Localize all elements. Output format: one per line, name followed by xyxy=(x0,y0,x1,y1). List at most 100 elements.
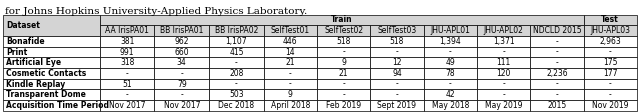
Bar xyxy=(477,89,530,100)
Text: Sept 2019: Sept 2019 xyxy=(378,101,417,110)
Text: Cosmetic Contacts: Cosmetic Contacts xyxy=(6,69,86,78)
Bar xyxy=(3,68,100,79)
Bar xyxy=(424,68,477,79)
Text: 49: 49 xyxy=(445,58,455,67)
Text: BB IrisPA01: BB IrisPA01 xyxy=(160,26,204,35)
Text: May 2018: May 2018 xyxy=(431,101,469,110)
Text: -: - xyxy=(125,90,129,99)
Bar xyxy=(264,100,317,111)
Text: Dec 2018: Dec 2018 xyxy=(218,101,255,110)
Text: Transparent Dome: Transparent Dome xyxy=(6,90,86,99)
Text: 78: 78 xyxy=(445,69,455,78)
Text: 318: 318 xyxy=(120,58,134,67)
Bar xyxy=(530,36,584,47)
Text: Bonafide: Bonafide xyxy=(6,37,44,46)
Bar xyxy=(424,47,477,57)
Bar xyxy=(3,89,100,100)
Text: -: - xyxy=(609,80,612,89)
Bar xyxy=(477,36,530,47)
Bar xyxy=(317,89,371,100)
Bar xyxy=(209,79,264,89)
Text: Print: Print xyxy=(6,47,27,57)
Text: Acquisition Time Period: Acquisition Time Period xyxy=(6,101,109,110)
Bar xyxy=(100,25,154,36)
Bar xyxy=(584,100,637,111)
Bar xyxy=(371,36,424,47)
Bar xyxy=(154,25,209,36)
Bar xyxy=(584,36,637,47)
Bar xyxy=(264,89,317,100)
Bar xyxy=(154,100,209,111)
Bar xyxy=(584,15,637,25)
Bar xyxy=(477,68,530,79)
Text: -: - xyxy=(180,69,183,78)
Text: SelfTest02: SelfTest02 xyxy=(324,26,364,35)
Bar xyxy=(154,47,209,57)
Text: -: - xyxy=(449,80,452,89)
Text: 2,963: 2,963 xyxy=(599,37,621,46)
Text: -: - xyxy=(556,58,558,67)
Bar xyxy=(209,68,264,79)
Text: 2,236: 2,236 xyxy=(546,69,568,78)
Bar xyxy=(371,100,424,111)
Text: -: - xyxy=(502,90,505,99)
Bar xyxy=(154,57,209,68)
Bar xyxy=(584,89,637,100)
Bar xyxy=(584,47,637,57)
Text: -: - xyxy=(180,90,183,99)
Text: 1,107: 1,107 xyxy=(225,37,247,46)
Bar xyxy=(264,36,317,47)
Bar xyxy=(371,25,424,36)
Bar xyxy=(154,68,209,79)
Bar xyxy=(264,79,317,89)
Bar xyxy=(3,57,100,68)
Bar xyxy=(3,36,100,47)
Bar xyxy=(317,36,371,47)
Text: -: - xyxy=(449,47,452,57)
Text: 518: 518 xyxy=(390,37,404,46)
Text: 14: 14 xyxy=(285,47,295,57)
Bar xyxy=(424,25,477,36)
Text: 446: 446 xyxy=(283,37,298,46)
Bar xyxy=(584,25,637,36)
Text: -: - xyxy=(556,47,558,57)
Text: 518: 518 xyxy=(337,37,351,46)
Text: -: - xyxy=(396,47,398,57)
Bar xyxy=(530,100,584,111)
Text: JHU-APL03: JHU-APL03 xyxy=(590,26,630,35)
Bar xyxy=(371,89,424,100)
Text: -: - xyxy=(125,69,129,78)
Text: 2015: 2015 xyxy=(547,101,566,110)
Bar xyxy=(3,100,100,111)
Text: 1,371: 1,371 xyxy=(493,37,515,46)
Text: -: - xyxy=(502,47,505,57)
Bar xyxy=(100,100,154,111)
Text: 177: 177 xyxy=(603,69,618,78)
Bar xyxy=(154,36,209,47)
Text: 12: 12 xyxy=(392,58,402,67)
Bar xyxy=(530,68,584,79)
Text: -: - xyxy=(342,80,345,89)
Bar xyxy=(424,100,477,111)
Text: Train: Train xyxy=(331,15,353,24)
Text: Feb 2019: Feb 2019 xyxy=(326,101,361,110)
Text: 175: 175 xyxy=(603,58,618,67)
Text: Test: Test xyxy=(601,15,619,24)
Text: May 2019: May 2019 xyxy=(485,101,522,110)
Bar xyxy=(477,100,530,111)
Bar xyxy=(264,68,317,79)
Bar xyxy=(530,47,584,57)
Text: 415: 415 xyxy=(229,47,244,57)
Bar xyxy=(209,36,264,47)
Bar xyxy=(317,57,371,68)
Text: 1,394: 1,394 xyxy=(440,37,461,46)
Text: 9: 9 xyxy=(288,90,292,99)
Text: AA IrisPA01: AA IrisPA01 xyxy=(105,26,149,35)
Bar xyxy=(424,89,477,100)
Bar xyxy=(209,57,264,68)
Text: 111: 111 xyxy=(497,58,511,67)
Bar xyxy=(3,79,100,89)
Bar xyxy=(424,79,477,89)
Bar xyxy=(100,36,154,47)
Bar xyxy=(100,79,154,89)
